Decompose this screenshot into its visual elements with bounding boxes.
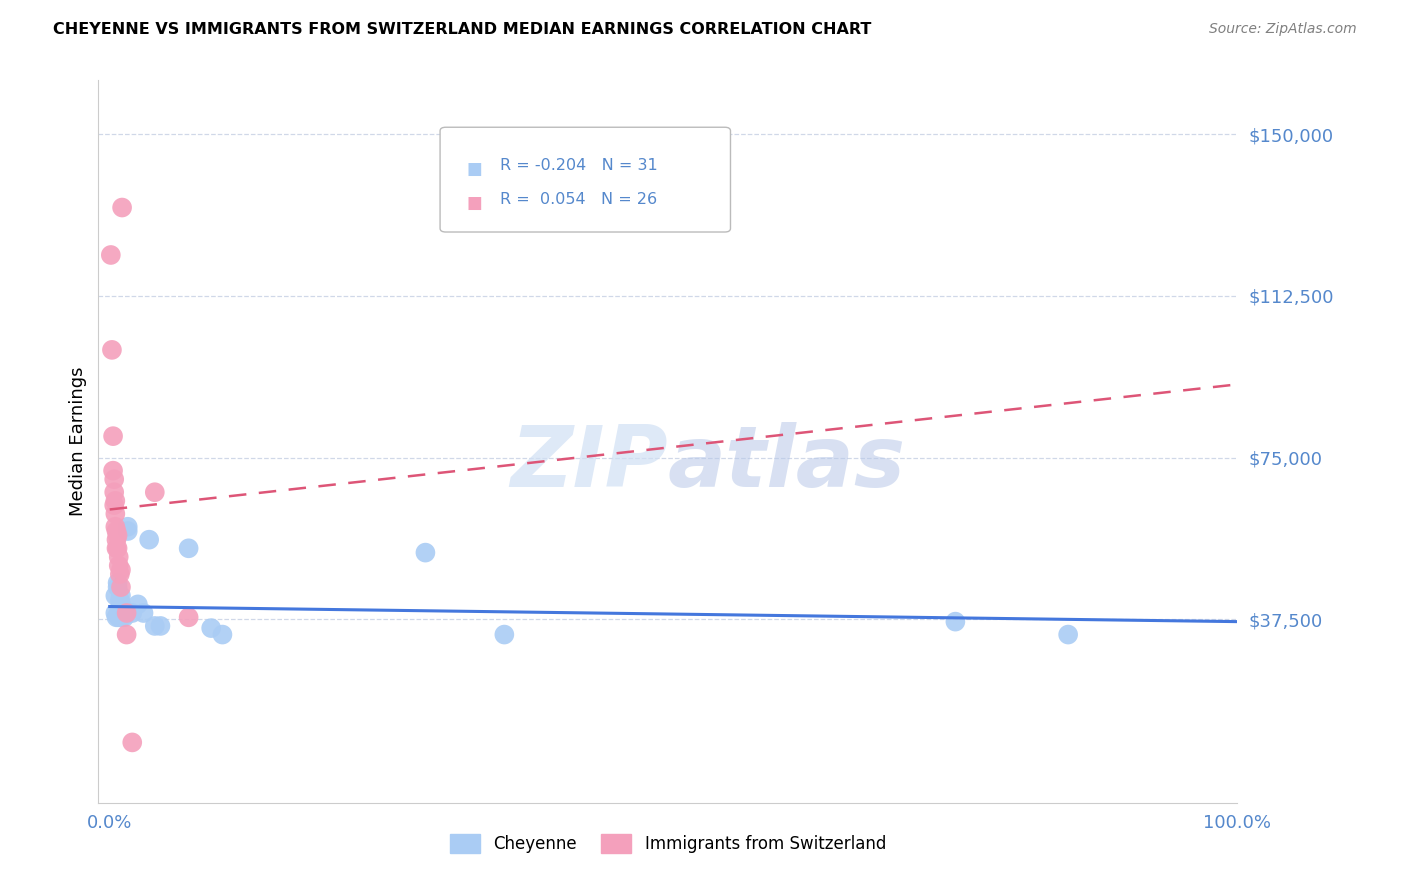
Point [108,601,131,615]
Point [138,533,160,547]
Text: atlas: atlas [668,422,905,505]
Point [112,606,135,620]
Point [415,546,437,560]
Point [103,472,125,486]
Point [108,567,131,582]
Point [115,606,138,620]
Point [103,498,125,512]
Point [115,627,138,641]
Point [121,606,143,620]
Point [117,520,139,534]
Point [104,606,127,620]
Point [107,606,129,620]
FancyBboxPatch shape [440,128,731,232]
Point [111,201,134,215]
Point [104,493,127,508]
Point [110,598,132,612]
Point [107,610,129,624]
Point [101,429,124,443]
Text: Source: ZipAtlas.com: Source: ZipAtlas.com [1209,22,1357,37]
Point [149,619,172,633]
Point [177,541,200,556]
Point [132,606,155,620]
Point [105,541,128,556]
Point [107,528,129,542]
Point [110,589,132,603]
Point [107,580,129,594]
Point [100,248,122,262]
Point [143,619,166,633]
Text: ZIP: ZIP [510,422,668,505]
Text: R =  0.054   N = 26: R = 0.054 N = 26 [501,193,658,207]
Point [107,549,129,564]
Point [104,507,127,521]
Point [211,627,233,641]
Point [117,524,139,538]
Point [121,735,143,749]
Point [110,563,132,577]
Point [1057,627,1080,641]
Point [945,615,967,629]
Point [107,558,129,573]
Legend: Cheyenne, Immigrants from Switzerland: Cheyenne, Immigrants from Switzerland [443,827,893,860]
Text: R = -0.204   N = 31: R = -0.204 N = 31 [501,158,658,173]
Point [494,627,516,641]
Point [107,541,129,556]
Point [105,533,128,547]
Point [127,598,149,612]
Point [111,610,134,624]
Point [110,580,132,594]
Point [105,524,128,538]
Y-axis label: Median Earnings: Median Earnings [69,367,87,516]
Point [105,610,128,624]
Point [104,589,127,603]
Point [104,520,127,534]
Text: CHEYENNE VS IMMIGRANTS FROM SWITZERLAND MEDIAN EARNINGS CORRELATION CHART: CHEYENNE VS IMMIGRANTS FROM SWITZERLAND … [53,22,872,37]
Text: ■: ■ [467,194,482,211]
Point [101,343,124,357]
Point [103,485,125,500]
Point [115,606,138,620]
Point [177,610,200,624]
Point [110,606,132,620]
Text: ■: ■ [467,160,482,178]
Point [112,610,135,624]
Point [101,464,124,478]
Point [108,593,131,607]
Point [200,621,222,635]
Point [107,575,129,590]
Point [143,485,166,500]
